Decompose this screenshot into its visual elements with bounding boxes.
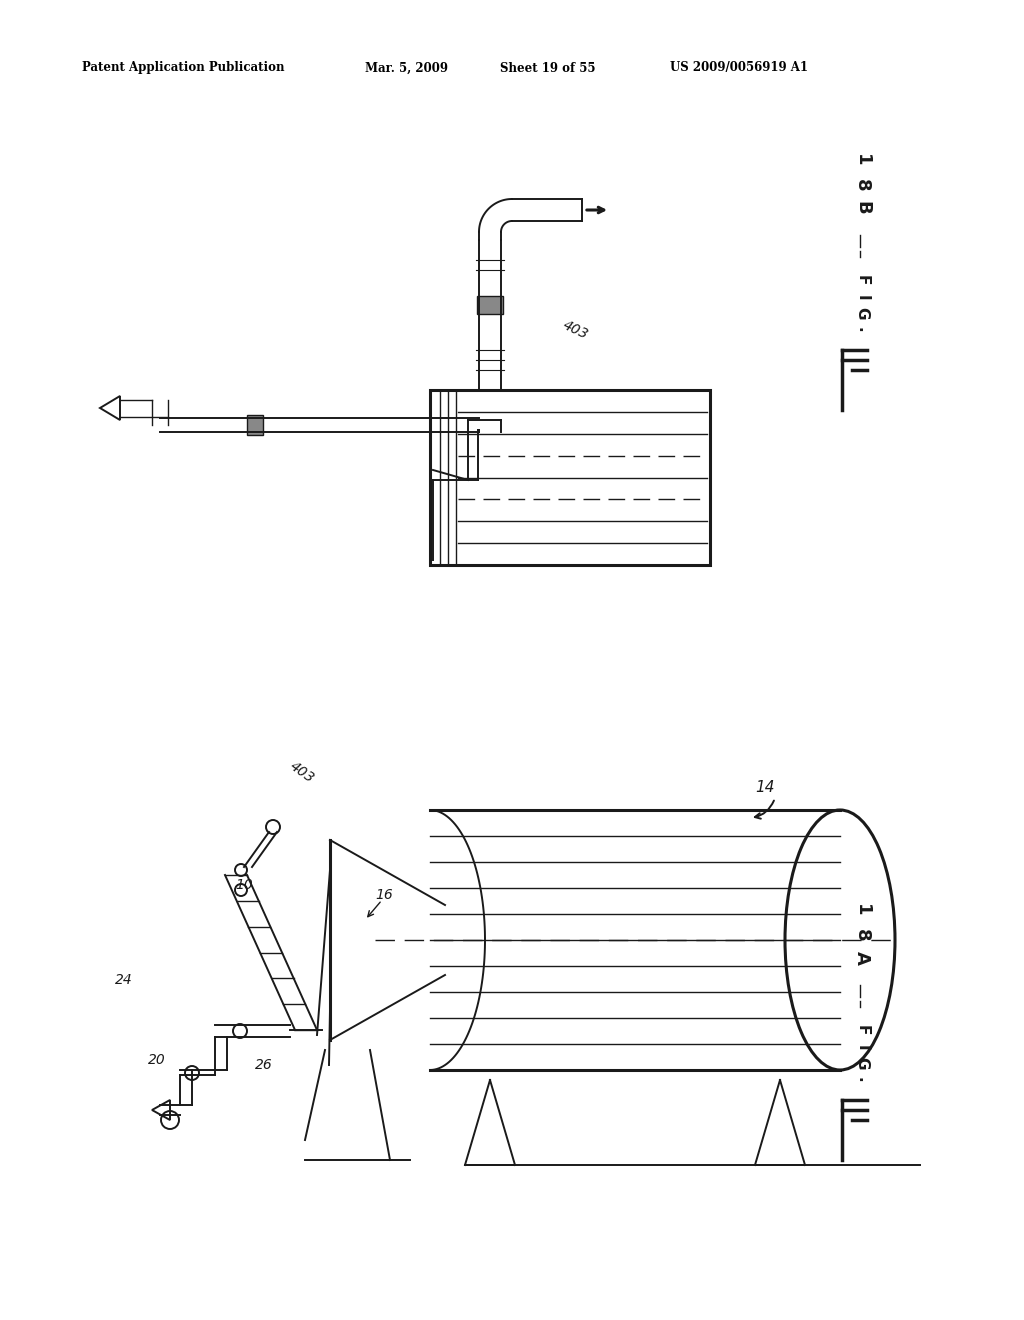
- Text: 8: 8: [853, 929, 871, 941]
- Text: Mar. 5, 2009: Mar. 5, 2009: [365, 62, 449, 74]
- Text: Patent Application Publication: Patent Application Publication: [82, 62, 285, 74]
- Text: .: .: [854, 327, 869, 333]
- Text: 14: 14: [755, 780, 774, 796]
- Bar: [247, 414, 263, 436]
- Text: B: B: [853, 201, 871, 215]
- Text: I: I: [854, 296, 869, 301]
- Text: .: .: [854, 1077, 869, 1082]
- Text: 403: 403: [287, 759, 316, 785]
- Text: 10: 10: [234, 878, 253, 892]
- Text: I: I: [854, 1045, 869, 1051]
- Text: A: A: [853, 952, 871, 965]
- Text: 8: 8: [853, 178, 871, 191]
- Text: F: F: [854, 1024, 869, 1035]
- Text: 1: 1: [853, 904, 871, 916]
- Text: 26: 26: [255, 1059, 272, 1072]
- Bar: [430, 389, 710, 565]
- Text: 1: 1: [853, 153, 871, 166]
- Text: F: F: [854, 275, 869, 285]
- Text: 403: 403: [560, 318, 590, 342]
- Text: G: G: [854, 1057, 869, 1069]
- Text: 20: 20: [148, 1053, 166, 1067]
- Text: 24: 24: [115, 973, 133, 987]
- Bar: [477, 296, 503, 314]
- Text: 16: 16: [375, 888, 393, 902]
- Text: Sheet 19 of 55: Sheet 19 of 55: [500, 62, 596, 74]
- Text: US 2009/0056919 A1: US 2009/0056919 A1: [670, 62, 808, 74]
- Text: G: G: [854, 306, 869, 319]
